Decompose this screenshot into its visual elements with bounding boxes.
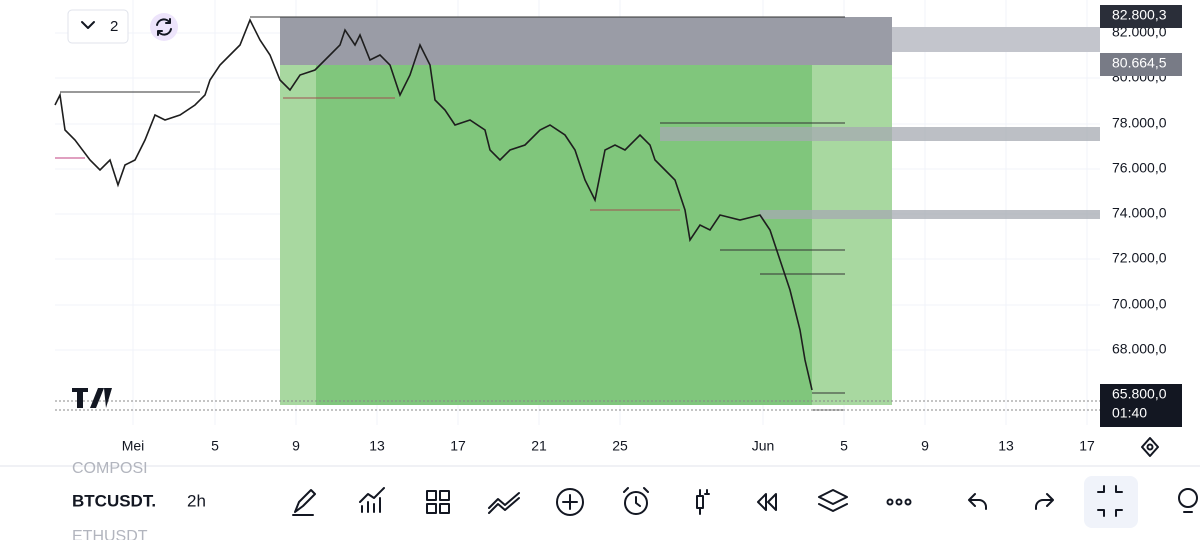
- draw-tool[interactable]: [292, 489, 316, 516]
- chart-type-tool[interactable]: [696, 489, 710, 515]
- more-dot: [904, 498, 912, 506]
- time-label: Mei: [122, 438, 145, 454]
- chevron: [81, 21, 95, 29]
- chart-area: [54, 0, 1100, 425]
- interval[interactable]: 2h: [187, 491, 206, 510]
- price-series: [54, 18, 813, 391]
- zone-band: [892, 27, 1100, 52]
- time-label: 21: [531, 438, 547, 454]
- layers-tool[interactable]: [818, 489, 848, 512]
- tv-logo: [72, 388, 112, 408]
- bottom-bar: COMPOSI BTCUSDT. ETHUSDT 2h: [72, 460, 1198, 545]
- layout-tool[interactable]: [426, 490, 450, 514]
- price-axis: 82.000,0 80.000,0 78.000,0 76.000,0 74.0…: [1100, 5, 1182, 427]
- alert-hands: [623, 487, 649, 507]
- marker-box: [1100, 5, 1182, 28]
- time-label: 17: [450, 438, 466, 454]
- layout-button[interactable]: [67, 9, 129, 44]
- price-label: 74.000,0: [1112, 205, 1167, 221]
- layout-count: 2: [110, 18, 118, 35]
- price-label: 78.000,0: [1112, 115, 1167, 131]
- collapse-icon: [1097, 485, 1123, 517]
- zone-band: [660, 127, 1100, 141]
- symbol[interactable]: ETHUSDT: [72, 528, 148, 545]
- add-tool[interactable]: [556, 488, 584, 516]
- time-label: 5: [211, 438, 219, 454]
- symbol[interactable]: BTCUSDT.: [72, 491, 156, 510]
- price-marker: 65.800,0: [1112, 386, 1167, 402]
- time-label: 13: [998, 438, 1014, 454]
- time-label: 13: [369, 438, 385, 454]
- zone-band: [760, 210, 1100, 219]
- time-label: 9: [292, 438, 300, 454]
- price-label: 70.000,0: [1112, 296, 1167, 312]
- price-label: 76.000,0: [1112, 160, 1167, 176]
- price-label: 72.000,0: [1112, 250, 1167, 266]
- compare-tool[interactable]: [488, 492, 520, 514]
- price-marker: 82.800,3: [1112, 7, 1167, 23]
- risk-zone: [280, 17, 892, 65]
- sync-icon: [156, 18, 172, 36]
- ideas-icon[interactable]: [1178, 488, 1198, 508]
- time-label: 17: [1079, 438, 1095, 454]
- alert-tool[interactable]: [624, 491, 648, 515]
- sync-button[interactable]: [150, 13, 178, 41]
- marker-box: [1100, 384, 1182, 427]
- replay-tool[interactable]: [757, 493, 777, 511]
- profit-zone-inner: [316, 65, 812, 405]
- settings-icon[interactable]: [1141, 437, 1159, 457]
- countdown: 01:40: [1112, 405, 1147, 421]
- redo[interactable]: [1035, 493, 1054, 510]
- price-marker: 80.664,5: [1112, 55, 1167, 71]
- more-dot: [895, 498, 903, 506]
- indicators-tool[interactable]: [359, 487, 385, 513]
- add-plus: [562, 494, 578, 510]
- marker-box: [1100, 53, 1182, 76]
- price-label: 68.000,0: [1112, 341, 1167, 357]
- more-dot[interactable]: [886, 498, 894, 506]
- time-label: 9: [921, 438, 929, 454]
- undo[interactable]: [968, 493, 987, 510]
- symbol[interactable]: COMPOSI: [72, 460, 148, 477]
- time-label: 5: [840, 438, 848, 454]
- time-label: 25: [612, 438, 628, 454]
- fullscreen-button[interactable]: [1084, 476, 1138, 528]
- time-label: Jun: [752, 438, 775, 454]
- time-axis: Mei 5 9 13 17 21 25 Jun 5 9 13 17: [122, 437, 1159, 457]
- settings-dot: [1146, 443, 1154, 451]
